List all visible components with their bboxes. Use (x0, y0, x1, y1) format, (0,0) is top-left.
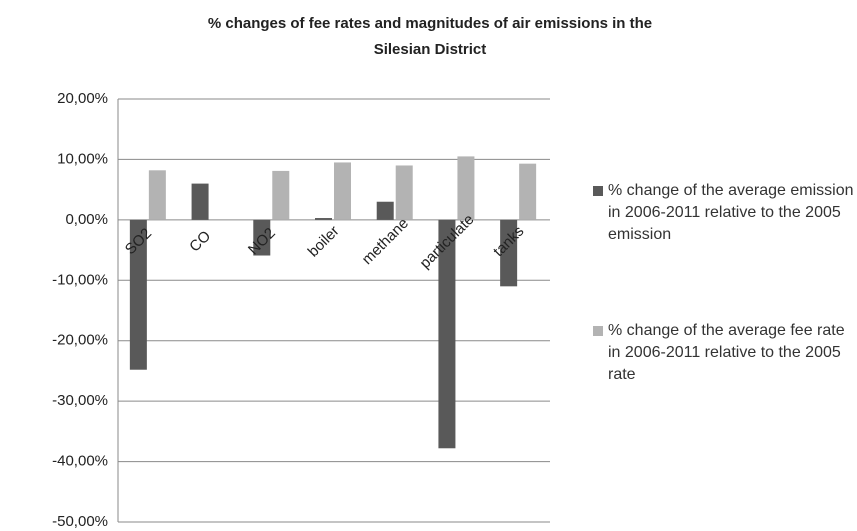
legend-label: % change of the average fee rate in 2006… (608, 322, 845, 383)
bar (438, 219, 456, 449)
bar (376, 201, 394, 220)
y-tick-label: -40,00% (52, 453, 108, 470)
x-tick-label: boiler (305, 222, 343, 260)
bar (315, 218, 332, 220)
y-tick-label: 10,00% (57, 150, 108, 167)
bar (457, 156, 475, 220)
chart-title: Silesian District (374, 41, 487, 58)
x-tick-label: methane (359, 215, 412, 268)
y-tick-label: -10,00% (52, 271, 108, 288)
x-tick-label: NO2 (245, 225, 279, 259)
x-tick-label: CO (186, 228, 214, 256)
y-tick-label: -30,00% (52, 392, 108, 409)
y-tick-label: 20,00% (57, 90, 108, 107)
y-tick-label: -50,00% (52, 513, 108, 530)
bar (272, 170, 290, 220)
bar (253, 219, 271, 256)
bar (148, 170, 166, 220)
legend-label: % change of the average emission in 2006… (608, 182, 854, 243)
y-tick-label: -20,00% (52, 332, 108, 349)
legend-swatch (593, 326, 603, 336)
bar (129, 219, 147, 370)
bar (500, 219, 518, 287)
legend-swatch (593, 186, 603, 196)
x-tick-label: SO2 (122, 225, 155, 258)
bar (334, 162, 351, 220)
chart-title: % changes of fee rates and magnitudes of… (208, 15, 652, 32)
y-tick-label: 0,00% (65, 211, 108, 228)
bar (191, 183, 209, 220)
bar (519, 163, 537, 220)
bar (395, 165, 413, 220)
